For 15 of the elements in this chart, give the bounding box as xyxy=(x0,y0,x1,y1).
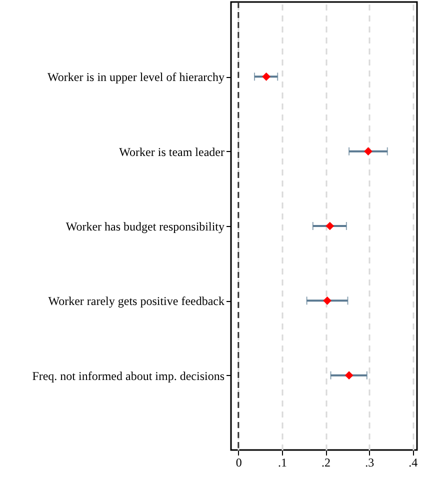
point xyxy=(323,296,332,305)
y-tick-label: Freq. not informed about imp. decisions xyxy=(32,368,225,383)
x-tick-label: .3 xyxy=(365,456,374,470)
y-tick-label: Worker is team leader xyxy=(119,144,224,159)
y-tick-label: Worker is in upper level of hierarchy xyxy=(48,70,224,84)
point xyxy=(364,147,372,156)
y-tick-label: Worker has budget responsibility xyxy=(66,220,224,234)
y-tick-label: Worker rarely gets positive feedback xyxy=(48,294,224,308)
x-tick-label: .1 xyxy=(278,456,287,470)
x-tick-label: 0 xyxy=(236,456,242,470)
point xyxy=(262,72,270,81)
x-tick-label: .4 xyxy=(408,456,418,470)
x-tick-label: .2 xyxy=(322,456,331,470)
point xyxy=(344,371,354,380)
point xyxy=(326,222,334,230)
